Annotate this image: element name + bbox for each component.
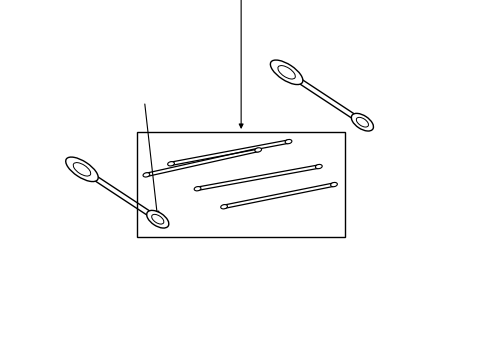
Ellipse shape — [254, 148, 261, 152]
Ellipse shape — [285, 139, 291, 144]
Ellipse shape — [315, 165, 322, 169]
Ellipse shape — [330, 183, 337, 187]
Bar — [137, 132, 345, 237]
Ellipse shape — [73, 163, 90, 176]
Ellipse shape — [356, 117, 368, 127]
Ellipse shape — [270, 60, 302, 85]
Ellipse shape — [194, 186, 201, 191]
Ellipse shape — [151, 214, 163, 224]
Ellipse shape — [167, 162, 174, 166]
Ellipse shape — [146, 210, 168, 228]
Ellipse shape — [143, 173, 149, 177]
Ellipse shape — [65, 157, 98, 181]
Ellipse shape — [351, 113, 373, 131]
Ellipse shape — [277, 66, 295, 79]
Ellipse shape — [220, 204, 227, 209]
